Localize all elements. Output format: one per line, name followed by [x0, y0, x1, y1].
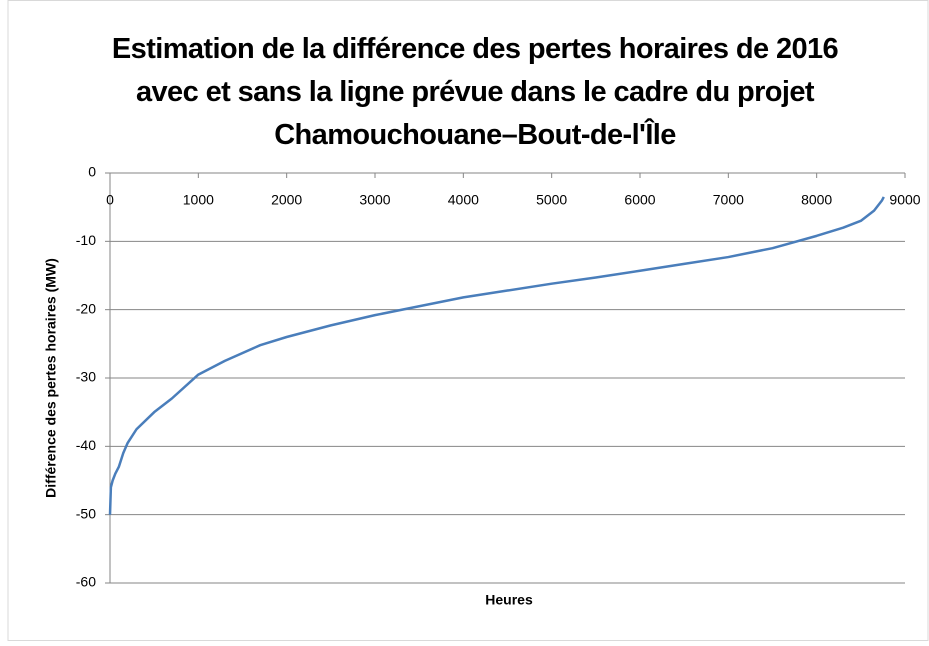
x-axis-label: Heures [485, 592, 533, 608]
x-tick-label: 1000 [183, 192, 214, 208]
x-tick-label: 6000 [624, 192, 655, 208]
y-tick-label: -60 [76, 574, 96, 590]
y-tick-label: -50 [76, 505, 96, 521]
chart-border [7, 0, 929, 641]
x-tick-label: 7000 [713, 192, 744, 208]
x-tick-label: 2000 [271, 192, 302, 208]
y-axis-label: Différence des pertes horaires (MW) [43, 258, 59, 498]
y-tick-label: -40 [76, 437, 96, 453]
x-tick-label: 5000 [536, 192, 567, 208]
y-tick-label: -30 [76, 369, 96, 385]
x-tick-label: 0 [106, 192, 114, 208]
x-tick-label: 8000 [801, 192, 832, 208]
y-tick-label: 0 [88, 164, 96, 180]
y-tick-label: -20 [76, 300, 96, 316]
x-tick-label: 9000 [889, 192, 920, 208]
x-tick-label: 3000 [359, 192, 390, 208]
chart-title: Estimation de la différence des pertes h… [111, 33, 839, 151]
y-tick-label: -10 [76, 232, 96, 248]
x-tick-label: 4000 [448, 192, 479, 208]
data-line [108, 196, 885, 515]
